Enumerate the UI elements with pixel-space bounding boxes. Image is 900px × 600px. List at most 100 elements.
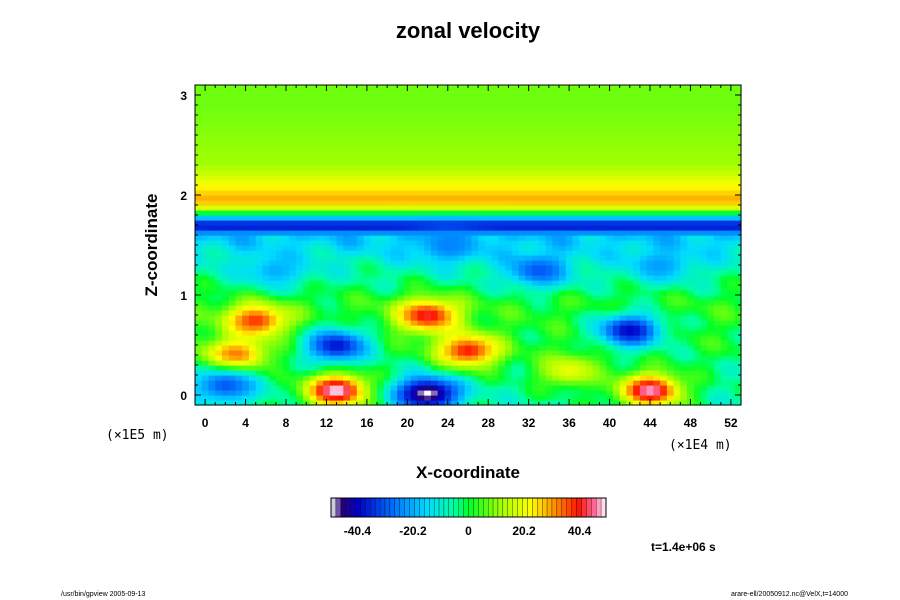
heatmap-cell (518, 255, 526, 261)
heatmap-cell (464, 190, 472, 196)
heatmap-cell (478, 210, 486, 216)
heatmap-cell (639, 265, 648, 271)
heatmap-cell (195, 265, 203, 271)
heatmap-cell (397, 115, 405, 121)
heatmap-cell (673, 245, 681, 251)
heatmap-cell (356, 180, 365, 186)
heatmap-cell (471, 295, 479, 301)
heatmap-cell (491, 345, 499, 351)
heatmap-cell (599, 205, 607, 211)
heatmap-cell (221, 95, 230, 101)
heatmap-cell (532, 300, 540, 306)
heatmap-cell (390, 305, 398, 311)
heatmap-cell (518, 320, 526, 326)
heatmap-cell (720, 235, 729, 241)
heatmap-cell (370, 380, 378, 386)
heatmap-cell (410, 105, 419, 111)
heatmap-cell (478, 345, 486, 351)
heatmap-cell (680, 370, 688, 376)
heatmap-cell (336, 290, 344, 296)
heatmap-cell (430, 390, 439, 396)
heatmap-cell (599, 155, 607, 161)
heatmap-cell (356, 295, 365, 301)
heatmap-cell (457, 105, 466, 111)
heatmap-cell (559, 315, 567, 321)
heatmap-cell (377, 370, 385, 376)
heatmap-cell (612, 280, 621, 286)
heatmap-cell (478, 300, 486, 306)
heatmap-cell (552, 105, 560, 111)
heatmap-cell (579, 230, 587, 236)
heatmap-cell (430, 370, 439, 376)
heatmap-cell (336, 335, 344, 341)
heatmap-cell (195, 160, 203, 166)
heatmap-cell (538, 240, 547, 246)
heatmap-cell (289, 165, 297, 171)
heatmap-cell (289, 225, 297, 231)
heatmap-cell (673, 220, 681, 226)
heatmap-cell (653, 305, 661, 311)
heatmap-cell (403, 380, 412, 386)
heatmap-cell (437, 105, 446, 111)
heatmap-cell (195, 240, 203, 246)
heatmap-cell (599, 365, 607, 371)
heatmap-cell (383, 345, 392, 351)
heatmap-cell (282, 110, 290, 116)
heatmap-cell (585, 295, 594, 301)
heatmap-cell (693, 180, 702, 186)
heatmap-cell (532, 140, 540, 146)
heatmap-cell (282, 175, 290, 181)
heatmap-cell (444, 335, 452, 341)
heatmap-cell (235, 290, 243, 296)
heatmap-cell (714, 125, 722, 131)
heatmap-cell (430, 270, 439, 276)
heatmap-cell (228, 200, 237, 206)
heatmap-cell (403, 155, 412, 161)
heatmap-cell (444, 360, 452, 366)
heatmap-cell (221, 325, 230, 331)
heatmap-cell (343, 210, 351, 216)
heatmap-cell (430, 145, 439, 151)
heatmap-cell (559, 130, 567, 136)
heatmap-cell (559, 345, 567, 351)
heatmap-cell (208, 110, 216, 116)
heatmap-cell (565, 240, 574, 246)
heatmap-cell (585, 350, 594, 356)
heatmap-cell (430, 105, 439, 111)
heatmap-cell (633, 315, 641, 321)
heatmap-cell (646, 310, 654, 316)
heatmap-cell (255, 180, 264, 186)
heatmap-cell (242, 270, 250, 276)
heatmap-cell (565, 280, 574, 286)
heatmap-cell (323, 200, 331, 206)
heatmap-cell (309, 150, 317, 156)
heatmap-cell (444, 115, 452, 121)
heatmap-cell (262, 95, 270, 101)
heatmap-cell (228, 145, 237, 151)
heatmap-cell (491, 390, 499, 396)
heatmap-cell (329, 360, 338, 366)
heatmap-cell (296, 95, 304, 101)
heatmap-cell (700, 210, 708, 216)
heatmap-cell (262, 350, 270, 356)
heatmap-cell (511, 130, 520, 136)
heatmap-cell (437, 290, 446, 296)
heatmap-cell (228, 165, 237, 171)
heatmap-cell (370, 345, 378, 351)
heatmap-cell (235, 335, 243, 341)
heatmap-cell (457, 150, 466, 156)
heatmap-cell (532, 325, 540, 331)
heatmap-cell (720, 150, 729, 156)
heatmap-cell (478, 215, 486, 221)
heatmap-cell (532, 290, 540, 296)
heatmap-cell (444, 180, 452, 186)
heatmap-cell (410, 140, 419, 146)
heatmap-cell (444, 145, 452, 151)
heatmap-cell (228, 170, 237, 176)
heatmap-cell (585, 200, 594, 206)
heatmap-cell (228, 340, 237, 346)
heatmap-cell (248, 360, 257, 366)
heatmap-cell (693, 355, 702, 361)
heatmap-cell (693, 260, 702, 266)
heatmap-cell (195, 100, 203, 106)
